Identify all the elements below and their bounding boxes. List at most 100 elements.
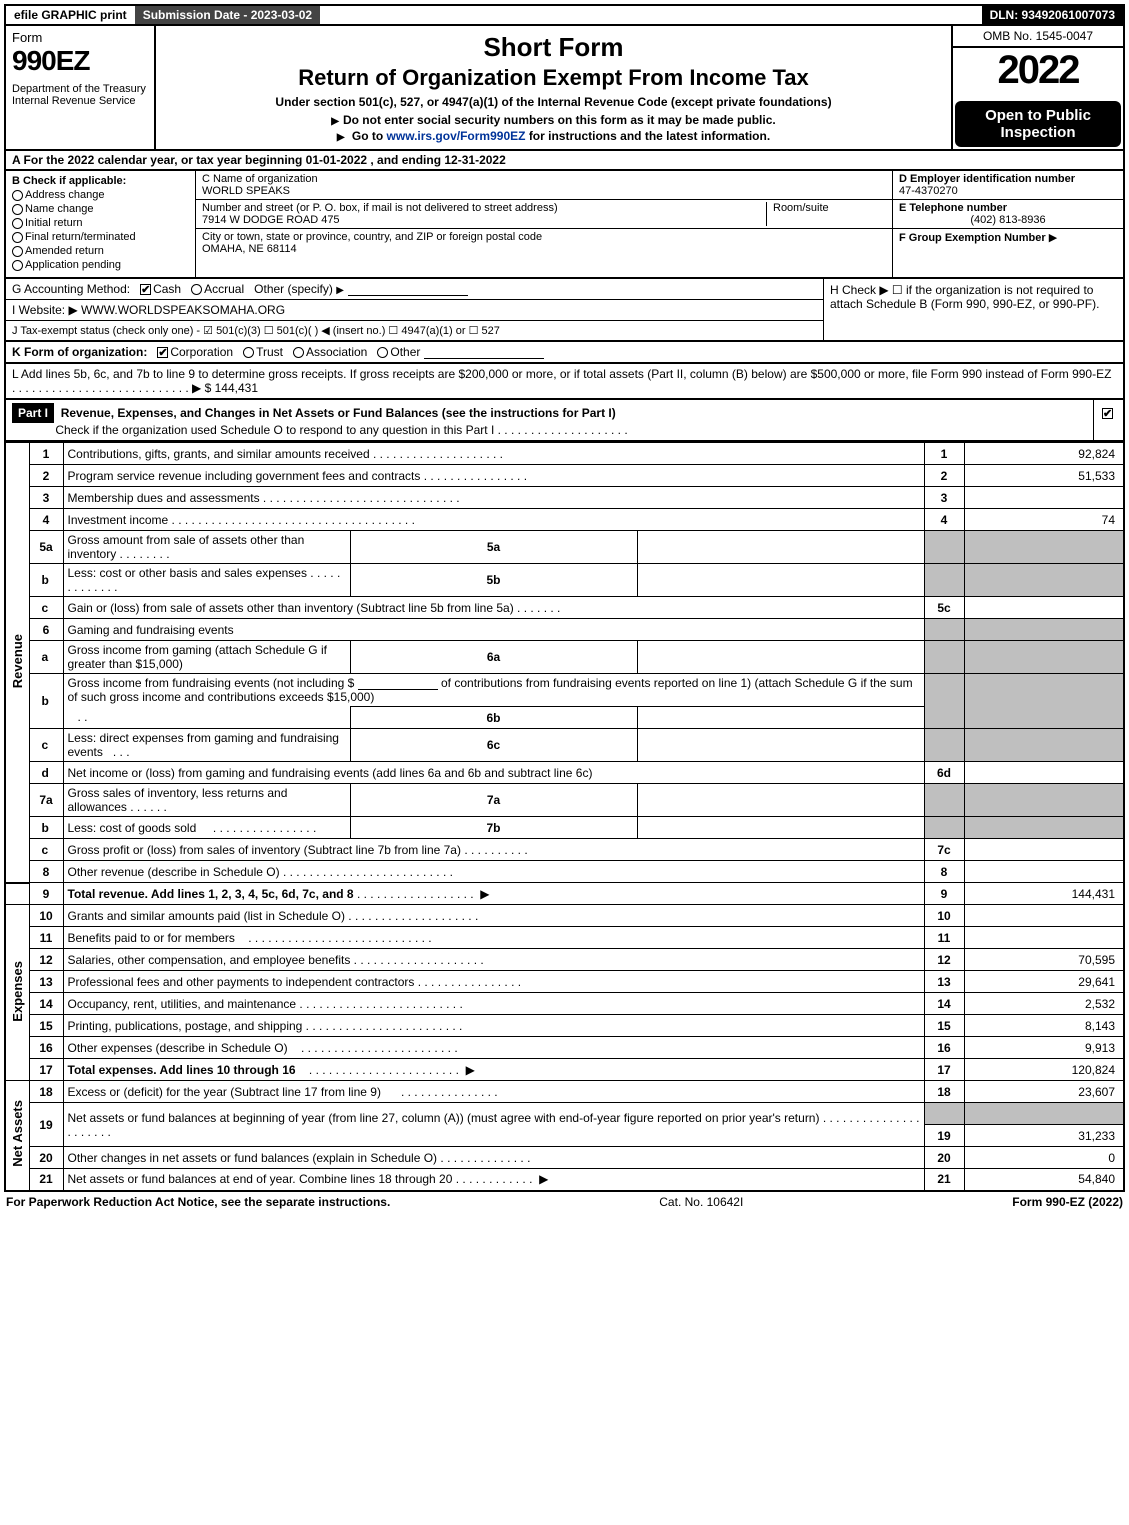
line-21: 21 Net assets or fund balances at end of… — [5, 1169, 1124, 1191]
val-13: 29,641 — [964, 971, 1124, 993]
goto-post: for instructions and the latest informat… — [529, 129, 770, 143]
goto-pre: Go to — [352, 129, 387, 143]
D-value: 47-4370270 — [899, 185, 1117, 197]
val-21: 54,840 — [964, 1169, 1124, 1191]
part1-label: Part I — [12, 403, 54, 423]
other-specify-input[interactable] — [348, 282, 468, 296]
line-9: 9 Total revenue. Add lines 1, 2, 3, 4, 5… — [5, 883, 1124, 905]
val-15: 8,143 — [964, 1015, 1124, 1037]
section-C-org: C Name of organization WORLD SPEAKS Numb… — [196, 171, 893, 277]
line-7c: c Gross profit or (loss) from sales of i… — [5, 839, 1124, 861]
line-5a: 5a Gross amount from sale of assets othe… — [5, 531, 1124, 564]
chk-address-change[interactable]: Address change — [12, 189, 189, 201]
line-6b: b Gross income from fundraising events (… — [5, 674, 1124, 707]
val-5c — [964, 597, 1124, 619]
line-17: 17 Total expenses. Add lines 10 through … — [5, 1059, 1124, 1081]
chk-other[interactable] — [377, 347, 388, 358]
irs-link[interactable]: www.irs.gov/Form990EZ — [387, 129, 526, 143]
fundraising-contrib-input[interactable] — [358, 676, 438, 690]
H-schedule-b: H Check ▶ ☐ if the organization is not r… — [823, 279, 1123, 340]
val-4: 74 — [964, 509, 1124, 531]
form-title-block: Short Form Return of Organization Exempt… — [156, 26, 953, 149]
val-16: 9,913 — [964, 1037, 1124, 1059]
line-12: 12 Salaries, other compensation, and emp… — [5, 949, 1124, 971]
form-id-block: Form 990EZ Department of the Treasury In… — [6, 26, 156, 149]
footer-left: For Paperwork Reduction Act Notice, see … — [6, 1195, 390, 1209]
chk-cash[interactable] — [140, 284, 151, 295]
dept-text: Department of the Treasury Internal Reve… — [12, 83, 148, 107]
line-15: 15 Printing, publications, postage, and … — [5, 1015, 1124, 1037]
website-link[interactable]: WWW.WORLDSPEAKSOMAHA.ORG — [81, 303, 285, 317]
E-value: (402) 813-8936 — [899, 214, 1117, 226]
J-tax-status: J Tax-exempt status (check only one) - ☑… — [6, 321, 823, 340]
ghj-left: G Accounting Method: Cash Accrual Other … — [6, 279, 823, 340]
chk-trust[interactable] — [243, 347, 254, 358]
line-16: 16 Other expenses (describe in Schedule … — [5, 1037, 1124, 1059]
val-17: 120,824 — [964, 1059, 1124, 1081]
chk-amended-return[interactable]: Amended return — [12, 245, 189, 257]
line-5b: b Less: cost or other basis and sales ex… — [5, 564, 1124, 597]
line-18: Net Assets 18 Excess or (deficit) for th… — [5, 1081, 1124, 1103]
line-10: Expenses 10 Grants and similar amounts p… — [5, 905, 1124, 927]
line-20: 20 Other changes in net assets or fund b… — [5, 1147, 1124, 1169]
K-label: K Form of organization: — [12, 345, 147, 359]
side-net-assets: Net Assets — [10, 1100, 25, 1167]
form-word: Form — [12, 30, 148, 45]
room-label: Room/suite — [773, 202, 886, 214]
val-7c — [964, 839, 1124, 861]
dln-label: DLN: 93492061007073 — [982, 6, 1123, 24]
org-name: WORLD SPEAKS — [202, 185, 886, 197]
chk-accrual[interactable] — [191, 284, 202, 295]
D-ein-block: D Employer identification number 47-4370… — [893, 171, 1123, 200]
line-6c: c Less: direct expenses from gaming and … — [5, 729, 1124, 762]
line-3: 3 Membership dues and assessments . . . … — [5, 487, 1124, 509]
chk-final-return[interactable]: Final return/terminated — [12, 231, 189, 243]
val-6d — [964, 762, 1124, 784]
part1-title: Revenue, Expenses, and Changes in Net As… — [61, 406, 616, 420]
open-to-public: Open to Public Inspection — [955, 101, 1121, 147]
chk-application-pending[interactable]: Application pending — [12, 259, 189, 271]
side-expenses: Expenses — [10, 961, 25, 1022]
tax-year: 2022 — [953, 48, 1123, 99]
chk-corporation[interactable] — [157, 347, 168, 358]
val-6b — [637, 707, 924, 729]
val-1: 92,824 — [964, 443, 1124, 465]
val-19: 31,233 — [964, 1125, 1124, 1147]
org-street-block: Number and street (or P. O. box, if mail… — [196, 200, 892, 229]
val-20: 0 — [964, 1147, 1124, 1169]
val-5a — [637, 531, 924, 564]
line-7b: b Less: cost of goods sold . . . . . . .… — [5, 817, 1124, 839]
line-6: 6 Gaming and fundraising events — [5, 619, 1124, 641]
I-website: I Website: ▶ WWW.WORLDSPEAKSOMAHA.ORG — [6, 300, 823, 321]
form-meta-block: OMB No. 1545-0047 2022 Open to Public In… — [953, 26, 1123, 149]
chk-initial-return[interactable]: Initial return — [12, 217, 189, 229]
line-19a: 19 Net assets or fund balances at beginn… — [5, 1103, 1124, 1125]
chk-association[interactable] — [293, 347, 304, 358]
title-shortform: Short Form — [164, 32, 943, 63]
line-4: 4 Investment income . . . . . . . . . . … — [5, 509, 1124, 531]
chk-name-change[interactable]: Name change — [12, 203, 189, 215]
val-12: 70,595 — [964, 949, 1124, 971]
L-amount: $ 144,431 — [205, 381, 258, 395]
subtitle-goto: Go to www.irs.gov/Form990EZ for instruct… — [164, 129, 943, 143]
part1-check-line: Check if the organization used Schedule … — [55, 423, 494, 437]
other-org-input[interactable] — [424, 345, 544, 359]
street-value: 7914 W DODGE ROAD 475 — [202, 214, 766, 226]
section-GHIJ: G Accounting Method: Cash Accrual Other … — [4, 279, 1125, 342]
page-footer: For Paperwork Reduction Act Notice, see … — [4, 1192, 1125, 1212]
K-form-org: K Form of organization: Corporation Trus… — [4, 342, 1125, 364]
line-7a: 7a Gross sales of inventory, less return… — [5, 784, 1124, 817]
line-2: 2 Program service revenue including gove… — [5, 465, 1124, 487]
org-name-label: C Name of organization — [202, 173, 886, 185]
B-heading: B Check if applicable: — [12, 175, 189, 187]
val-6c — [637, 729, 924, 762]
footer-catno: Cat. No. 10642I — [659, 1195, 743, 1209]
top-bar: efile GRAPHIC print Submission Date - 20… — [4, 4, 1125, 26]
line-11: 11 Benefits paid to or for members . . .… — [5, 927, 1124, 949]
val-7a — [637, 784, 924, 817]
E-phone-block: E Telephone number (402) 813-8936 — [893, 200, 1123, 229]
form-header: Form 990EZ Department of the Treasury In… — [4, 26, 1125, 151]
subtitle-ssn-warning: Do not enter social security numbers on … — [164, 113, 943, 127]
title-return: Return of Organization Exempt From Incom… — [164, 65, 943, 91]
part1-schedule-o-checkbox[interactable] — [1102, 408, 1113, 419]
